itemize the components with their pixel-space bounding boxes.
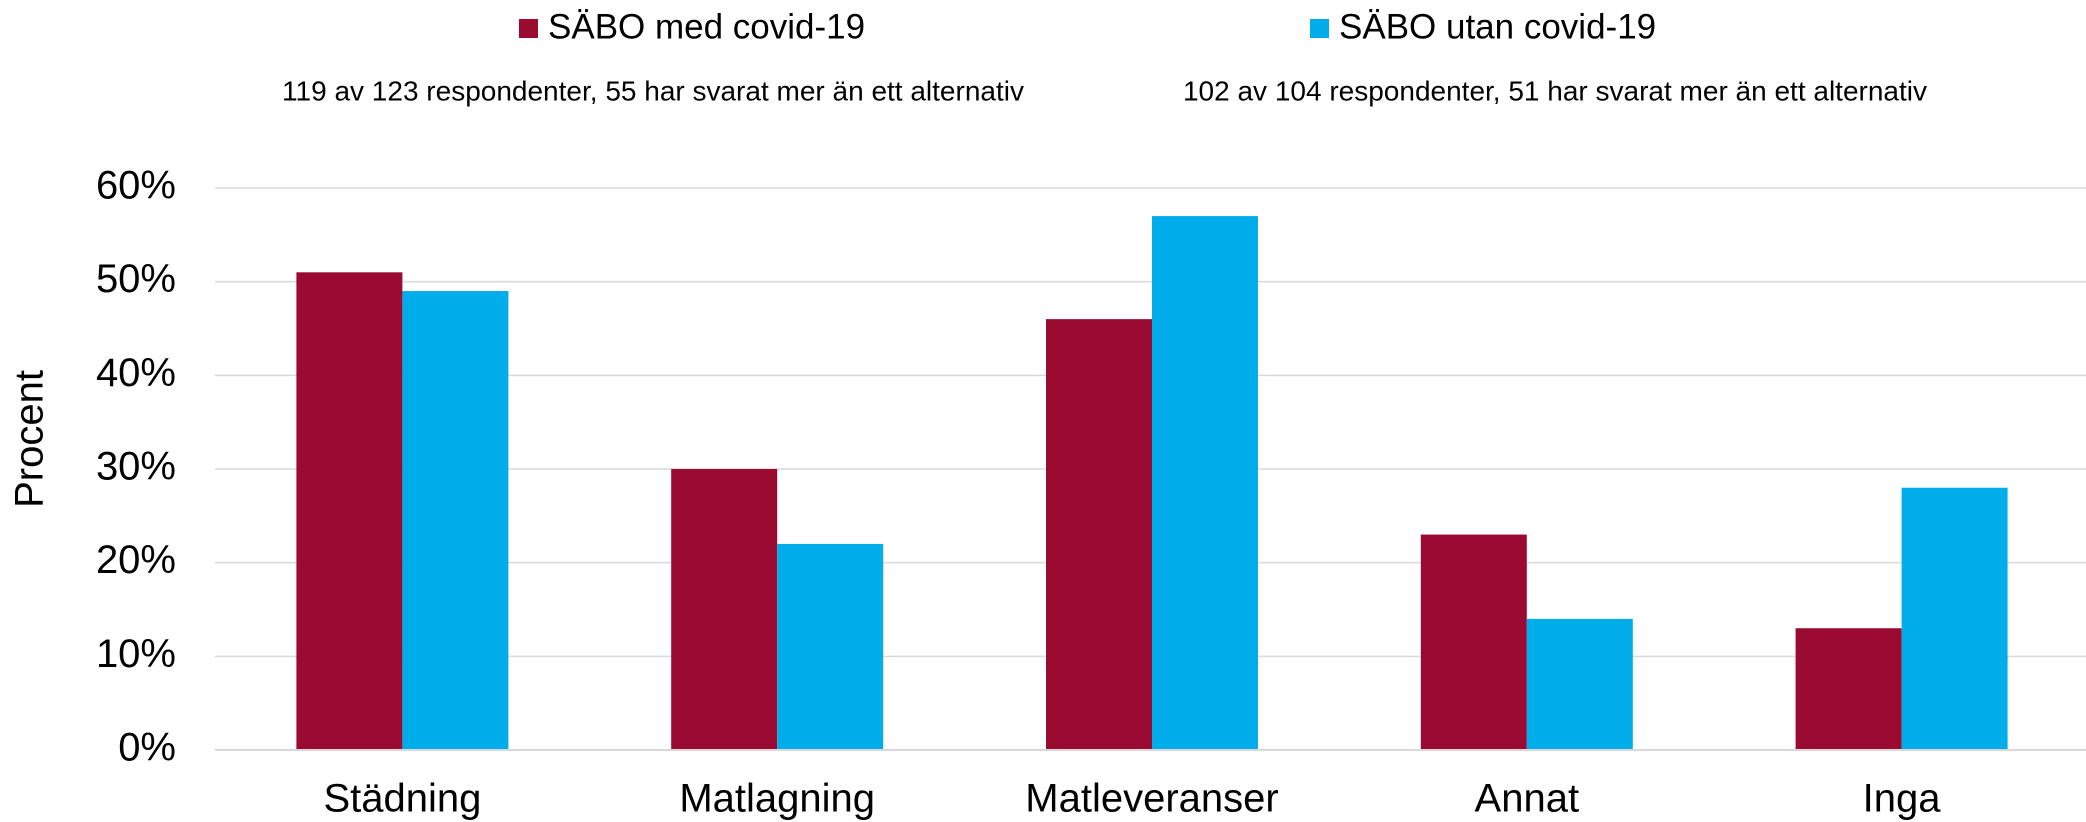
x-tick-label: Inga	[1863, 777, 1942, 821]
bar	[296, 272, 403, 750]
y-tick-label: 60%	[96, 164, 176, 208]
legend-label: SÄBO med covid-19	[548, 7, 865, 46]
legend-label: SÄBO utan covid-19	[1339, 7, 1656, 46]
bar	[777, 543, 884, 750]
legend-subtitle: 102 av 104 respondenter, 51 har svarat m…	[1183, 75, 1927, 106]
x-tick-label: Annat	[1475, 777, 1580, 821]
bar	[1901, 487, 2008, 750]
y-tick-label: 40%	[96, 351, 176, 395]
bar	[402, 291, 509, 750]
y-tick-label: 30%	[96, 445, 176, 489]
legend-swatch	[1310, 19, 1329, 38]
legend-subtitle: 119 av 123 respondenter, 55 har svarat m…	[282, 75, 1024, 106]
x-tick-label: Städning	[323, 777, 481, 821]
y-tick-label: 10%	[96, 632, 176, 676]
legend-swatch	[519, 19, 538, 38]
bar	[1795, 628, 1902, 750]
bar	[1526, 618, 1633, 750]
y-tick-label: 0%	[118, 726, 176, 770]
bar	[1152, 216, 1258, 751]
bar	[1420, 534, 1527, 750]
y-tick-label: 50%	[96, 257, 176, 301]
bar	[671, 469, 778, 750]
bar	[1046, 319, 1152, 750]
y-axis-label: Procent	[8, 370, 52, 508]
x-tick-label: Matleveranser	[1025, 777, 1278, 821]
y-tick-label: 20%	[96, 538, 176, 582]
x-tick-label: Matlagning	[679, 777, 875, 821]
